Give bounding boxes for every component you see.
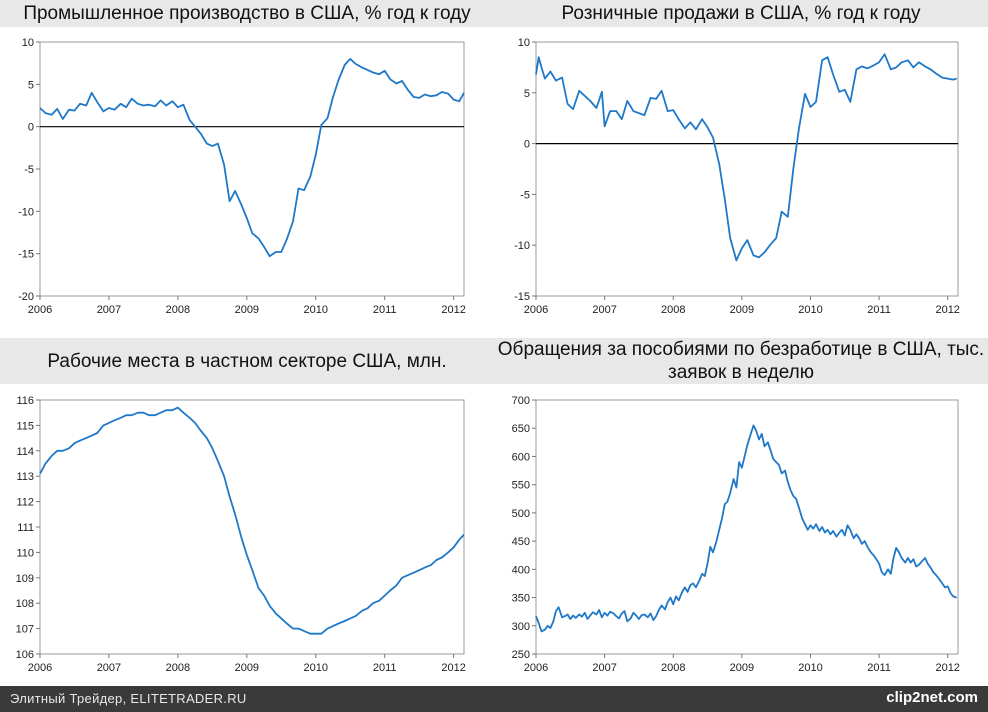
x-tick-label: 2012 <box>935 304 959 316</box>
jobless-claims-series-line <box>535 424 957 633</box>
x-tick-label: 2006 <box>524 304 548 316</box>
source-label: Элитный Трейдер, ELITETRADER.RU <box>10 691 247 706</box>
chart-title-retail-sales: Розничные продажи в США, % год к году <box>494 0 988 27</box>
x-tick-label: 2010 <box>304 662 328 674</box>
x-tick-label: 2008 <box>661 662 685 674</box>
x-tick-label: 2006 <box>524 662 548 674</box>
y-tick-label: 5 <box>28 79 34 91</box>
clip2net-logo: clip2net.com <box>886 689 978 706</box>
chart-title-private-jobs: Рабочие места в частном секторе США, млн… <box>0 338 494 384</box>
chart-title-jobless-claims: Обращения за пособиями по безработице в … <box>494 338 988 384</box>
x-tick-label: 2009 <box>235 662 259 674</box>
private-jobs-plot-area <box>39 399 465 655</box>
y-tick-label: 10 <box>518 37 530 49</box>
x-tick-label: 2012 <box>441 662 465 674</box>
y-tick-label: 0 <box>28 122 34 134</box>
y-tick-label: 500 <box>512 508 530 520</box>
y-tick-label: 111 <box>17 522 34 534</box>
x-tick-label: 2007 <box>592 304 616 316</box>
y-tick-label: 400 <box>512 564 530 576</box>
retail-sales-series-line <box>535 53 957 262</box>
y-tick-label: -20 <box>18 291 34 303</box>
y-tick-label: 116 <box>16 395 34 407</box>
y-tick-label: 110 <box>16 547 34 559</box>
y-tick-label: 600 <box>512 451 530 463</box>
x-tick-label: 2007 <box>97 304 121 316</box>
x-tick-label: 2011 <box>867 662 891 674</box>
x-tick-label: 2009 <box>730 662 754 674</box>
y-tick-label: 114 <box>16 446 34 458</box>
chart-title-industrial-production: Промышленное производство в США, % год к… <box>0 0 494 27</box>
y-tick-label: 650 <box>512 423 530 435</box>
x-tick-label: 2006 <box>28 304 52 316</box>
y-tick-label: 350 <box>512 593 530 605</box>
y-tick-label: -5 <box>520 189 530 201</box>
y-tick-label: 115 <box>16 420 34 432</box>
y-tick-label: -10 <box>514 240 530 252</box>
x-tick-label: 2008 <box>166 304 190 316</box>
x-tick-label: 2011 <box>867 304 891 316</box>
x-tick-label: 2007 <box>97 662 121 674</box>
x-tick-label: 2007 <box>592 662 616 674</box>
y-tick-label: 107 <box>16 624 34 636</box>
y-tick-label: -15 <box>18 249 34 261</box>
x-tick-label: 2011 <box>373 662 397 674</box>
y-tick-label: 700 <box>512 395 530 407</box>
private-jobs-series-line <box>39 406 465 635</box>
x-tick-label: 2006 <box>28 662 52 674</box>
y-tick-label: 106 <box>16 649 34 661</box>
y-tick-label: 112 <box>16 497 34 509</box>
retail-sales-plot-area <box>535 41 959 297</box>
y-tick-label: 113 <box>16 471 34 483</box>
x-tick-label: 2008 <box>661 304 685 316</box>
footer-bar: Элитный Трейдер, ELITETRADER.RU clip2net… <box>0 686 988 712</box>
industrial-production-series-line <box>39 58 465 258</box>
industrial-production-plot-area <box>39 41 465 297</box>
y-tick-label: 0 <box>524 139 530 151</box>
y-tick-label: 450 <box>512 536 530 548</box>
x-tick-label: 2009 <box>730 304 754 316</box>
x-tick-label: 2009 <box>235 304 259 316</box>
y-tick-label: 109 <box>16 573 34 585</box>
y-tick-label: -15 <box>514 291 530 303</box>
jobless-claims-plot-area <box>535 399 959 655</box>
y-tick-label: 108 <box>16 598 34 610</box>
x-tick-label: 2011 <box>373 304 397 316</box>
y-tick-label: 300 <box>512 621 530 633</box>
y-tick-label: 10 <box>22 37 34 49</box>
x-tick-label: 2010 <box>798 304 822 316</box>
y-tick-label: 250 <box>512 649 530 661</box>
y-tick-label: 550 <box>512 480 530 492</box>
x-tick-label: 2012 <box>935 662 959 674</box>
x-tick-label: 2008 <box>166 662 190 674</box>
x-tick-label: 2010 <box>304 304 328 316</box>
x-tick-label: 2012 <box>441 304 465 316</box>
y-tick-label: 5 <box>524 88 530 100</box>
y-tick-label: -10 <box>18 206 34 218</box>
y-tick-label: -5 <box>24 164 34 176</box>
x-tick-label: 2010 <box>798 662 822 674</box>
